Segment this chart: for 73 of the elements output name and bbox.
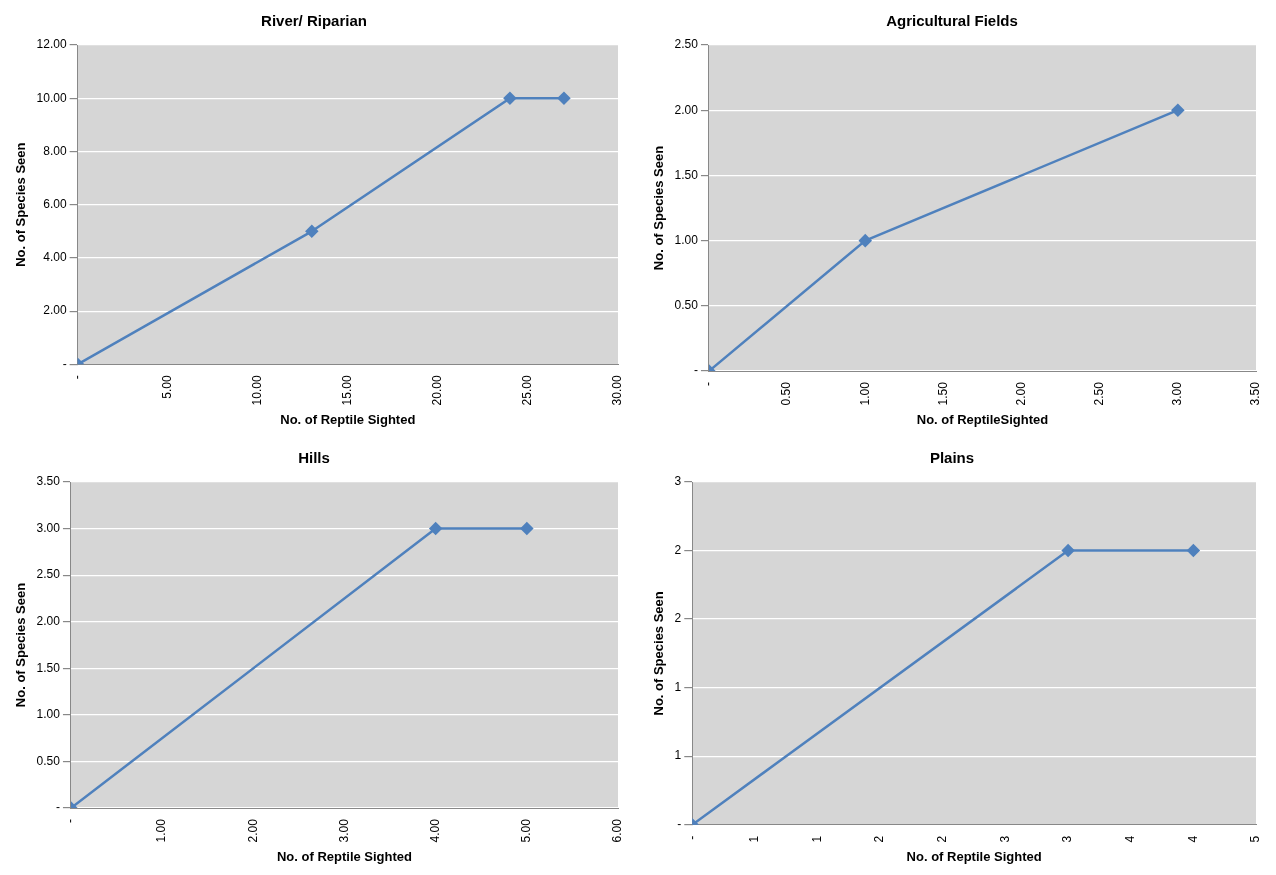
x-tick-label: 3.00 <box>1170 381 1185 406</box>
y-tick-label: 6.00 <box>43 197 67 211</box>
y-axis-title: No. of Species Seen <box>13 142 29 267</box>
x-axis-title: No. of Reptile Sighted <box>276 848 413 864</box>
chart-title: Agricultural Fields <box>886 12 1018 30</box>
x-tick-label: 30.00 <box>610 375 625 406</box>
y-tick-label: - <box>55 800 60 815</box>
y-tick-label: 0.50 <box>674 298 699 313</box>
y-tick-label: 1.50 <box>674 167 699 182</box>
point <box>503 91 517 105</box>
y-tick-label: 2.00 <box>43 303 67 318</box>
x-tick-label: 25.00 <box>520 375 535 406</box>
y-tick-label: 3 <box>674 474 682 489</box>
x-tick-label: 1.50 <box>935 381 950 406</box>
x-tick-label: 4 <box>1123 835 1138 843</box>
x-tick-label: 2 <box>935 835 950 843</box>
x-tick-label: 2.00 <box>1013 381 1028 406</box>
y-tick-label: 1 <box>674 679 682 694</box>
y-axis-title: No. of Species Seen <box>13 582 29 708</box>
y-axis-title: No. of Species Seen <box>651 145 667 271</box>
x-axis-title: No. of Reptile Sighted <box>906 848 1042 864</box>
x-tick-label: 5.00 <box>160 375 174 399</box>
y-tick-label: 2.00 <box>674 102 699 117</box>
x-tick-label: 10.00 <box>250 375 265 406</box>
y-axis-title: No. of Species Seen <box>651 591 667 716</box>
chart-title: Hills <box>298 449 330 467</box>
x-tick-label: 1 <box>809 835 824 843</box>
y-tick-label: 2 <box>674 611 682 626</box>
y-tick-label: 2.50 <box>36 567 61 582</box>
point <box>859 234 872 247</box>
x-tick-label: 5.00 <box>519 818 534 843</box>
y-tick-label: 3.00 <box>36 520 61 535</box>
point <box>557 91 571 105</box>
x-tick-label: 15.00 <box>340 375 355 406</box>
x-tick-label: 2 <box>872 835 887 843</box>
y-tick-label: 2 <box>674 542 682 557</box>
x-tick-label: 3 <box>1060 835 1075 843</box>
y-tick-label: - <box>62 356 67 371</box>
x-tick-label: 2.50 <box>1092 381 1107 406</box>
y-tick-label: 10.00 <box>36 90 67 105</box>
x-tick-label: 5 <box>1248 835 1263 843</box>
y-tick-label: 4.00 <box>43 250 67 265</box>
chart-title: Plains <box>929 449 975 467</box>
x-tick-label: 1 <box>747 835 762 843</box>
y-tick-label: 0.50 <box>36 753 61 768</box>
y-tick-label: 3.50 <box>36 474 61 489</box>
x-tick-label: 6.00 <box>610 818 625 843</box>
x-tick-label: - <box>63 819 78 824</box>
y-tick-label: 1.50 <box>36 660 61 675</box>
x-tick-label: 2.00 <box>245 818 260 843</box>
x-axis-title: No. of ReptileSighted <box>916 411 1049 427</box>
chart-title: River/ Riparian <box>261 12 367 30</box>
y-tick-label: 12.00 <box>36 37 67 52</box>
x-tick-label: 0.50 <box>779 381 794 406</box>
y-tick-label: 2.50 <box>674 37 699 52</box>
x-tick-label: 3 <box>997 835 1012 843</box>
x-tick-label: - <box>701 382 716 387</box>
x-axis-title: No. of Reptile Sighted <box>280 411 416 427</box>
y-tick-label: 1.00 <box>674 232 699 247</box>
point <box>305 225 319 238</box>
y-tick-label: 1 <box>674 748 682 763</box>
x-tick-label: 4 <box>1185 835 1200 843</box>
x-tick-label: 1.00 <box>857 381 872 406</box>
x-tick-label: 4.00 <box>427 818 442 843</box>
x-tick-label: 3.00 <box>336 818 351 843</box>
y-tick-label: 1.00 <box>36 707 61 722</box>
x-tick-label: 1.00 <box>154 818 169 843</box>
x-tick-label: 20.00 <box>430 375 445 406</box>
x-tick-label: - <box>69 375 84 380</box>
point <box>1171 103 1185 117</box>
y-tick-label: 8.00 <box>43 143 67 158</box>
y-tick-label: 2.00 <box>36 614 61 629</box>
x-tick-label: 3.50 <box>1248 381 1263 406</box>
